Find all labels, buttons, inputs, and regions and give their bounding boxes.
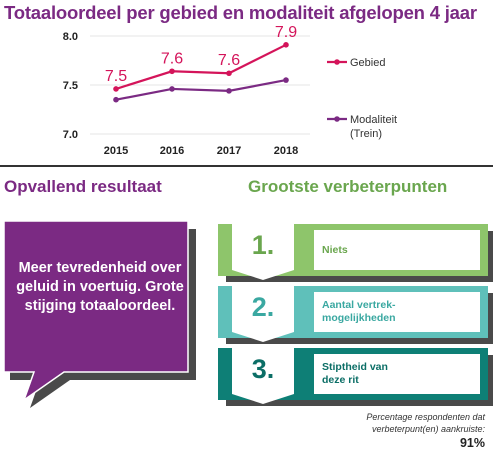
legend-label-trein: (Trein) xyxy=(350,128,382,140)
improvement-item-1: 1. Niets xyxy=(218,224,493,282)
data-point xyxy=(226,88,232,94)
series-line-1 xyxy=(115,43,287,90)
highlight-bubble xyxy=(3,220,196,408)
legend-label-gebied: Gebied xyxy=(350,57,385,69)
y-tick-label: 8.0 xyxy=(63,31,78,43)
improvement-rank: 3. xyxy=(251,354,275,384)
improvement-rank: 2. xyxy=(251,292,275,322)
improvement-label: Aantal vertrek- mogelijkheden xyxy=(322,299,396,324)
highlight-heading: Opvallend resultaat xyxy=(4,177,162,196)
footnote: Percentage respondenten dat verbeterpunt… xyxy=(366,411,485,435)
improvement-rank: 1. xyxy=(251,230,275,260)
improvement-item-3: 3. Stiptheid van deze rit xyxy=(218,348,493,406)
improvement-label: Stiptheid van deze rit xyxy=(322,361,388,386)
x-tick-label: 2018 xyxy=(274,145,298,157)
data-point xyxy=(169,86,175,92)
data-point xyxy=(226,70,232,77)
x-tick-label: 2017 xyxy=(217,145,241,157)
footnote-percentage: 91% xyxy=(459,436,485,450)
x-tick-label: 2015 xyxy=(104,145,128,157)
data-label: 7.9 xyxy=(275,24,297,41)
legend-marker-gebied xyxy=(334,59,340,65)
data-point xyxy=(283,42,289,48)
y-tick-label: 7.0 xyxy=(63,129,78,141)
data-point xyxy=(113,86,119,92)
legend-marker-modaliteit xyxy=(334,116,340,122)
data-point xyxy=(113,96,119,103)
highlight-text: Meer tevredenheid over geluid in voertui… xyxy=(16,260,184,314)
line-chart: 7.07.58.0 2015 2016 2017 2018 7.57.6 7.67.9 … xyxy=(63,24,397,157)
y-tick-label: 7.5 xyxy=(63,80,78,92)
data-point xyxy=(283,77,289,83)
improvement-item-2: 2. Aantal vertrek- mogelijkheden xyxy=(218,286,493,344)
data-label: 7.6 xyxy=(218,52,240,69)
x-tick-label: 2016 xyxy=(160,145,184,157)
data-label: 7.6 xyxy=(161,50,183,67)
footnote-line-1: Percentage respondenten dat xyxy=(366,412,485,422)
series-line-2 xyxy=(115,79,287,101)
page-title: Totaaloordeel per gebied en modaliteit a… xyxy=(4,2,477,23)
footnote-line-2: verbeterpunt(en) aankruiste: xyxy=(371,424,485,434)
data-label: 7.5 xyxy=(105,68,127,85)
data-point xyxy=(169,68,175,75)
improvements-heading: Grootste verbeterpunten xyxy=(248,177,448,196)
improvement-label: Niets xyxy=(322,243,348,256)
section-divider xyxy=(0,165,493,167)
legend-label-modaliteit: Modaliteit xyxy=(350,114,397,126)
